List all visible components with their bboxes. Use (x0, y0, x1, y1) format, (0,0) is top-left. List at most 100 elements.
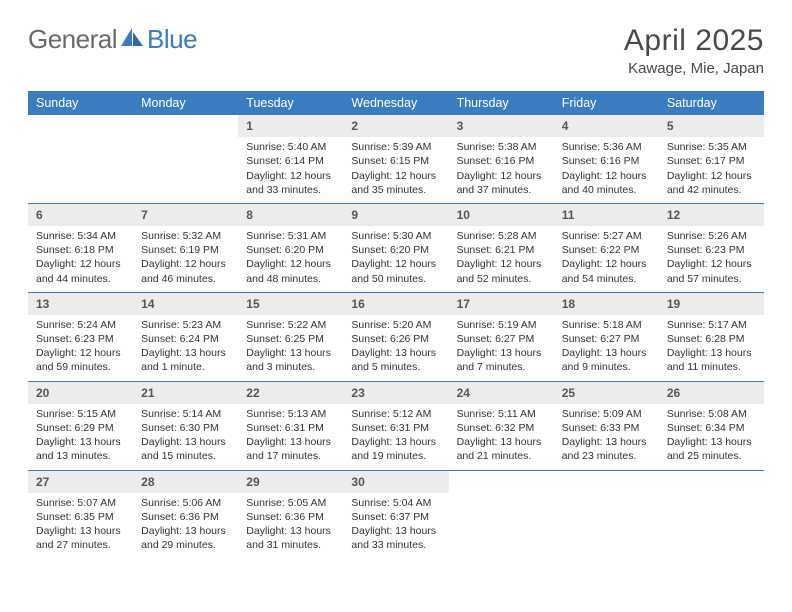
sunset-text: Sunset: 6:23 PM (667, 243, 756, 257)
sunrise-text: Sunrise: 5:24 AM (36, 318, 125, 332)
page-title: April 2025 (624, 24, 764, 58)
day-number: 30 (343, 471, 448, 493)
day-number: 7 (133, 204, 238, 226)
daylight-text: Daylight: 13 hours and 25 minutes. (667, 435, 756, 463)
day-body: Sunrise: 5:06 AMSunset: 6:36 PMDaylight:… (133, 493, 238, 559)
sunset-text: Sunset: 6:17 PM (667, 154, 756, 168)
day-body: Sunrise: 5:28 AMSunset: 6:21 PMDaylight:… (449, 226, 554, 292)
day-body: Sunrise: 5:11 AMSunset: 6:32 PMDaylight:… (449, 404, 554, 470)
day-body: Sunrise: 5:22 AMSunset: 6:25 PMDaylight:… (238, 315, 343, 381)
brand-logo: General Blue (28, 24, 197, 55)
sunrise-text: Sunrise: 5:22 AM (246, 318, 335, 332)
weekday-label: Monday (133, 91, 238, 115)
sunrise-text: Sunrise: 5:15 AM (36, 407, 125, 421)
day-number: 15 (238, 293, 343, 315)
day-number: 29 (238, 471, 343, 493)
daylight-text: Daylight: 12 hours and 50 minutes. (351, 257, 440, 285)
daylight-text: Daylight: 12 hours and 48 minutes. (246, 257, 335, 285)
calendar-day: 20 Sunrise: 5:15 AMSunset: 6:29 PMDayligh… (28, 382, 133, 470)
location-subtitle: Kawage, Mie, Japan (624, 60, 764, 77)
sunset-text: Sunset: 6:23 PM (36, 332, 125, 346)
weekday-label: Wednesday (343, 91, 448, 115)
calendar-day (133, 115, 238, 203)
weeks-container: 1Sunrise: 5:40 AMSunset: 6:14 PMDaylight… (28, 115, 764, 558)
daylight-text: Daylight: 12 hours and 54 minutes. (562, 257, 651, 285)
sunrise-text: Sunrise: 5:23 AM (141, 318, 230, 332)
day-number: 24 (449, 382, 554, 404)
day-number: 8 (238, 204, 343, 226)
daylight-text: Daylight: 12 hours and 42 minutes. (667, 169, 756, 197)
sail-icon (119, 24, 145, 55)
day-body: Sunrise: 5:12 AMSunset: 6:31 PMDaylight:… (343, 404, 448, 470)
day-body: Sunrise: 5:14 AMSunset: 6:30 PMDaylight:… (133, 404, 238, 470)
sunset-text: Sunset: 6:37 PM (351, 510, 440, 524)
sunset-text: Sunset: 6:35 PM (36, 510, 125, 524)
title-block: April 2025 Kawage, Mie, Japan (624, 24, 764, 77)
daylight-text: Daylight: 12 hours and 37 minutes. (457, 169, 546, 197)
day-body: Sunrise: 5:26 AMSunset: 6:23 PMDaylight:… (659, 226, 764, 292)
sunrise-text: Sunrise: 5:35 AM (667, 140, 756, 154)
day-number: 5 (659, 115, 764, 137)
weekday-label: Sunday (28, 91, 133, 115)
sunset-text: Sunset: 6:15 PM (351, 154, 440, 168)
day-number: 18 (554, 293, 659, 315)
daylight-text: Daylight: 12 hours and 46 minutes. (141, 257, 230, 285)
day-body: Sunrise: 5:34 AMSunset: 6:18 PMDaylight:… (28, 226, 133, 292)
day-number: 10 (449, 204, 554, 226)
sunrise-text: Sunrise: 5:17 AM (667, 318, 756, 332)
page-header: General Blue April 2025 Kawage, Mie, Jap… (28, 24, 764, 77)
weekday-header: Sunday Monday Tuesday Wednesday Thursday… (28, 91, 764, 115)
sunrise-text: Sunrise: 5:20 AM (351, 318, 440, 332)
daylight-text: Daylight: 13 hours and 33 minutes. (351, 524, 440, 552)
sunset-text: Sunset: 6:36 PM (141, 510, 230, 524)
sunrise-text: Sunrise: 5:05 AM (246, 496, 335, 510)
daylight-text: Daylight: 13 hours and 13 minutes. (36, 435, 125, 463)
daylight-text: Daylight: 12 hours and 33 minutes. (246, 169, 335, 197)
calendar-day: 12Sunrise: 5:26 AMSunset: 6:23 PMDayligh… (659, 204, 764, 292)
calendar-day: 16Sunrise: 5:20 AMSunset: 6:26 PMDayligh… (343, 293, 448, 381)
daylight-text: Daylight: 13 hours and 11 minutes. (667, 346, 756, 374)
day-body: Sunrise: 5:27 AMSunset: 6:22 PMDaylight:… (554, 226, 659, 292)
day-number: 28 (133, 471, 238, 493)
day-number: 20 (28, 382, 133, 404)
day-body: Sunrise: 5:04 AMSunset: 6:37 PMDaylight:… (343, 493, 448, 559)
calendar-day: 19Sunrise: 5:17 AMSunset: 6:28 PMDayligh… (659, 293, 764, 381)
day-body: Sunrise: 5:07 AMSunset: 6:35 PMDaylight:… (28, 493, 133, 559)
sunset-text: Sunset: 6:30 PM (141, 421, 230, 435)
daylight-text: Daylight: 13 hours and 21 minutes. (457, 435, 546, 463)
daylight-text: Daylight: 13 hours and 17 minutes. (246, 435, 335, 463)
sunrise-text: Sunrise: 5:18 AM (562, 318, 651, 332)
sunrise-text: Sunrise: 5:26 AM (667, 229, 756, 243)
sunrise-text: Sunrise: 5:38 AM (457, 140, 546, 154)
sunset-text: Sunset: 6:25 PM (246, 332, 335, 346)
day-number: 21 (133, 382, 238, 404)
day-body: Sunrise: 5:13 AMSunset: 6:31 PMDaylight:… (238, 404, 343, 470)
sunset-text: Sunset: 6:24 PM (141, 332, 230, 346)
day-body: Sunrise: 5:39 AMSunset: 6:15 PMDaylight:… (343, 137, 448, 203)
calendar-week: 13Sunrise: 5:24 AMSunset: 6:23 PMDayligh… (28, 293, 764, 382)
daylight-text: Daylight: 12 hours and 44 minutes. (36, 257, 125, 285)
day-body: Sunrise: 5:24 AMSunset: 6:23 PMDaylight:… (28, 315, 133, 381)
calendar-day (28, 115, 133, 203)
calendar-day: 29Sunrise: 5:05 AMSunset: 6:36 PMDayligh… (238, 471, 343, 559)
calendar-day: 4Sunrise: 5:36 AMSunset: 6:16 PMDaylight… (554, 115, 659, 203)
daylight-text: Daylight: 13 hours and 3 minutes. (246, 346, 335, 374)
daylight-text: Daylight: 13 hours and 29 minutes. (141, 524, 230, 552)
calendar-week: 1Sunrise: 5:40 AMSunset: 6:14 PMDaylight… (28, 115, 764, 204)
calendar-day: 21Sunrise: 5:14 AMSunset: 6:30 PMDayligh… (133, 382, 238, 470)
daylight-text: Daylight: 13 hours and 1 minute. (141, 346, 230, 374)
weekday-label: Tuesday (238, 91, 343, 115)
calendar-day: 26Sunrise: 5:08 AMSunset: 6:34 PMDayligh… (659, 382, 764, 470)
calendar-day: 3Sunrise: 5:38 AMSunset: 6:16 PMDaylight… (449, 115, 554, 203)
sunset-text: Sunset: 6:28 PM (667, 332, 756, 346)
sunrise-text: Sunrise: 5:30 AM (351, 229, 440, 243)
daylight-text: Daylight: 13 hours and 23 minutes. (562, 435, 651, 463)
day-body: Sunrise: 5:30 AMSunset: 6:20 PMDaylight:… (343, 226, 448, 292)
sunrise-text: Sunrise: 5:06 AM (141, 496, 230, 510)
calendar-day: 27Sunrise: 5:07 AMSunset: 6:35 PMDayligh… (28, 471, 133, 559)
sunrise-text: Sunrise: 5:19 AM (457, 318, 546, 332)
sunset-text: Sunset: 6:20 PM (246, 243, 335, 257)
calendar-day: 22Sunrise: 5:13 AMSunset: 6:31 PMDayligh… (238, 382, 343, 470)
sunrise-text: Sunrise: 5:40 AM (246, 140, 335, 154)
sunset-text: Sunset: 6:29 PM (36, 421, 125, 435)
